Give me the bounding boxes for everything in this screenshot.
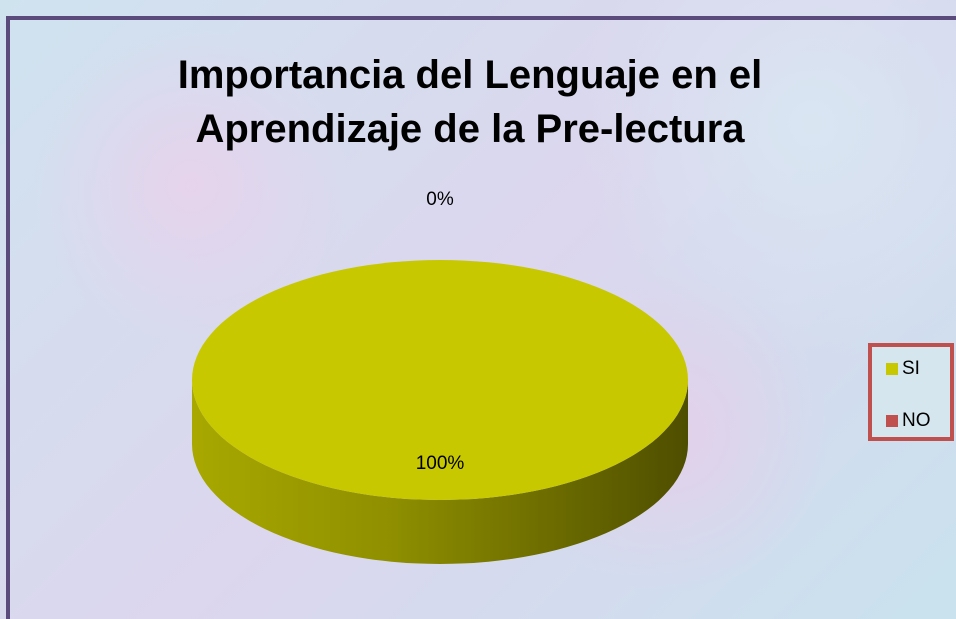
legend-swatch [886,363,898,375]
data-label: 0% [426,189,454,210]
legend-label: NO [902,410,931,431]
pie-side [192,380,688,564]
frame-border [6,16,956,619]
legend-swatch [886,415,898,427]
legend-box [868,343,954,441]
pie-slice [192,260,688,500]
data-label: 100% [416,453,465,474]
legend-label: SI [902,358,920,379]
chart-title: Importancia del Lenguaje en el Aprendiza… [177,53,763,151]
